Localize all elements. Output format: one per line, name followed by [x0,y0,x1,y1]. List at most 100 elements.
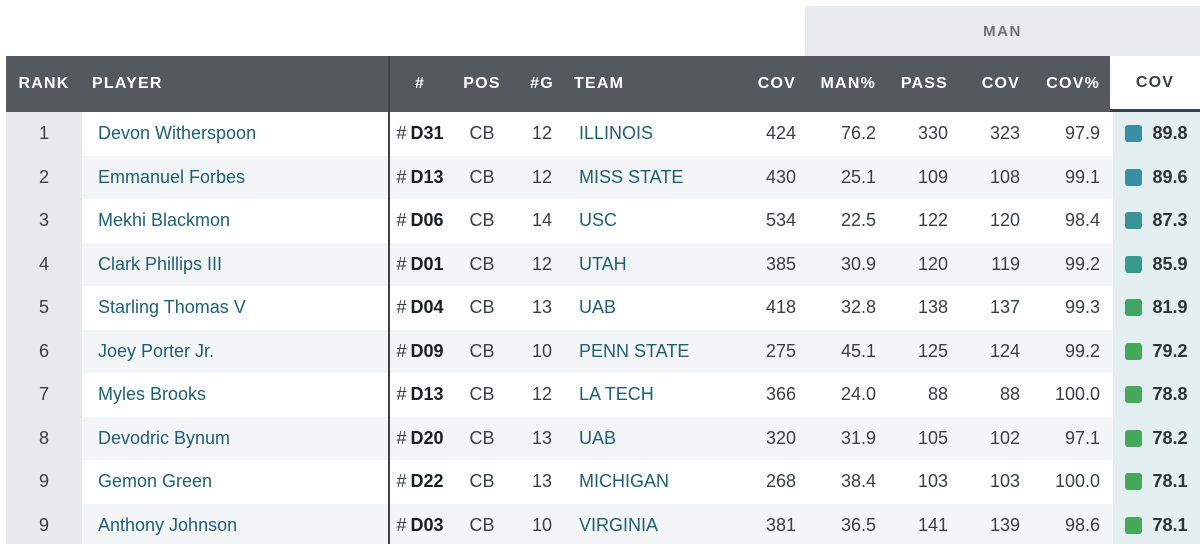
team-link[interactable]: UTAH [579,253,627,274]
player-name-link[interactable]: Devon Witherspoon [98,123,257,144]
games-cell: 10 [531,514,553,535]
cov-grade-cell: 87.3 [1113,199,1200,243]
games-cell: 12 [531,166,553,187]
col-header-man-cov[interactable]: COV [981,75,1020,92]
cov-grade-cell: 78.1 [1113,460,1200,504]
team-link[interactable]: LA TECH [579,384,654,405]
player-name-link[interactable]: Mekhi Blackmon [98,210,231,231]
cov-pct-cell: 98.6 [1064,514,1100,535]
grade-value: 79.2 [1152,340,1188,361]
cov-grade-cell: 89.8 [1113,112,1200,156]
games-cell: 12 [531,253,553,274]
grade-color-swatch [1125,168,1143,186]
cov-grade-cell: 78.2 [1113,416,1200,460]
cov-snaps-cell: 381 [765,514,796,535]
cov-pct-cell: 97.1 [1064,427,1100,448]
table-row[interactable]: 6 Joey Porter Jr. # D09 CB 10 PENN STATE 275 45.… [6,329,1200,374]
team-link[interactable]: PENN STATE [579,340,690,361]
pass-cell: 125 [917,340,948,361]
jersey-hash: # [396,210,407,231]
col-header-player[interactable]: PLAYER [92,75,163,92]
col-header-number[interactable]: # [414,75,426,92]
player-name-link[interactable]: Joey Porter Jr. [98,340,215,361]
jersey-number-value: D31 [410,123,444,144]
games-cell: 10 [531,340,553,361]
table-row[interactable]: 7 Myles Brooks # D13 CB 12 LA TECH 366 24.0 88 88 1… [6,373,1200,417]
jersey-number: # D13 [390,373,450,417]
col-header-man-pct[interactable]: MAN% [820,75,876,92]
jersey-number: # D03 [390,504,450,544]
table-row[interactable]: 9 Gemon Green # D22 CB 13 MICHIGAN 268 38.4 103 10… [6,460,1200,504]
rank-cell: 8 [6,416,82,460]
cov-snaps-cell: 366 [765,384,796,405]
pass-cell: 122 [917,210,948,231]
col-header-pass[interactable]: PASS [900,75,948,92]
man-pct-cell: 24.0 [840,384,876,405]
table-row[interactable]: 4 Clark Phillips III # D01 CB 12 UTAH 385 30.9 12… [6,242,1200,286]
table-row[interactable]: 3 Mekhi Blackmon # D06 CB 14 USC 534 22.5 122 120 9… [6,199,1200,243]
pass-cell: 120 [917,253,948,274]
pass-cell: 109 [917,166,948,187]
jersey-number-value: D01 [410,253,444,274]
player-name-link[interactable]: Emmanuel Forbes [98,166,246,187]
position-cell: CB [469,210,495,231]
col-header-team[interactable]: TEAM [574,75,625,92]
games-cell: 13 [531,297,553,318]
table-row[interactable]: 8 Devodric Bynum # D20 CB 13 UAB 320 31.9 105 102 9… [6,416,1200,461]
jersey-number: # D09 [390,330,450,374]
player-name-link[interactable]: Starling Thomas V [98,297,246,318]
player-name-link[interactable]: Devodric Bynum [98,427,231,448]
grade-color-swatch [1125,429,1143,447]
cov-snaps-cell: 424 [765,123,796,144]
player-name-link[interactable]: Gemon Green [98,471,213,492]
team-link[interactable]: UAB [579,427,617,448]
cov-snaps-cell: 268 [765,471,796,492]
col-header-pos[interactable]: POS [463,75,501,92]
man-cov-cell: 119 [991,253,1020,274]
player-name-link[interactable]: Anthony Johnson [98,514,238,535]
table-row[interactable]: 2 Emmanuel Forbes # D13 CB 12 MISS STATE 430 25.… [6,155,1200,200]
team-link[interactable]: MISS STATE [579,166,684,187]
table-row[interactable]: 5 Starling Thomas V # D04 CB 13 UAB 418 32.8 138 1… [6,286,1200,330]
rank-cell: 7 [6,373,82,417]
jersey-number: # D20 [390,417,450,461]
team-link[interactable]: USC [579,210,618,231]
col-header-cov-grade[interactable]: COV [1110,56,1200,112]
man-pct-cell: 36.5 [840,514,876,535]
grade-color-swatch [1125,125,1143,143]
position-cell: CB [469,340,495,361]
position-cell: CB [469,427,495,448]
team-link[interactable]: VIRGINIA [579,514,659,535]
col-header-cov-snaps[interactable]: COV [757,75,796,92]
col-header-cov-pct[interactable]: COV% [1046,75,1100,92]
jersey-number-value: D09 [410,340,444,361]
col-header-games[interactable]: #G [530,75,554,92]
games-cell: 12 [531,384,553,405]
table-row[interactable]: 9 Anthony Johnson # D03 CB 10 VIRGINIA 381 36.5 1… [6,503,1200,544]
grade-value: 78.1 [1152,514,1188,535]
position-cell: CB [469,514,495,535]
man-pct-cell: 32.8 [840,297,876,318]
jersey-number-value: D06 [410,210,444,231]
man-cov-cell: 102 [989,427,1020,448]
player-name-link[interactable]: Myles Brooks [98,384,207,405]
jersey-number-value: D13 [410,166,444,187]
cov-grade-cell: 81.9 [1113,286,1200,330]
jersey-number-value: D13 [410,384,444,405]
jersey-number: # D13 [390,156,450,200]
man-cov-cell: 120 [989,210,1020,231]
player-name-link[interactable]: Clark Phillips III [98,253,223,274]
table-row[interactable]: 1 Devon Witherspoon # D31 CB 12 ILLINOIS 424 76.… [6,112,1200,156]
games-cell: 13 [531,427,553,448]
col-header-rank[interactable]: RANK [18,75,70,92]
team-link[interactable]: UAB [579,297,617,318]
man-cov-cell: 323 [989,123,1020,144]
position-cell: CB [469,471,495,492]
cov-snaps-cell: 534 [765,210,796,231]
games-cell: 14 [531,210,553,231]
cov-pct-cell: 100.0 [1054,471,1100,492]
team-link[interactable]: ILLINOIS [579,123,654,144]
jersey-hash: # [396,166,407,187]
grade-value: 87.3 [1152,210,1188,231]
team-link[interactable]: MICHIGAN [579,471,669,492]
